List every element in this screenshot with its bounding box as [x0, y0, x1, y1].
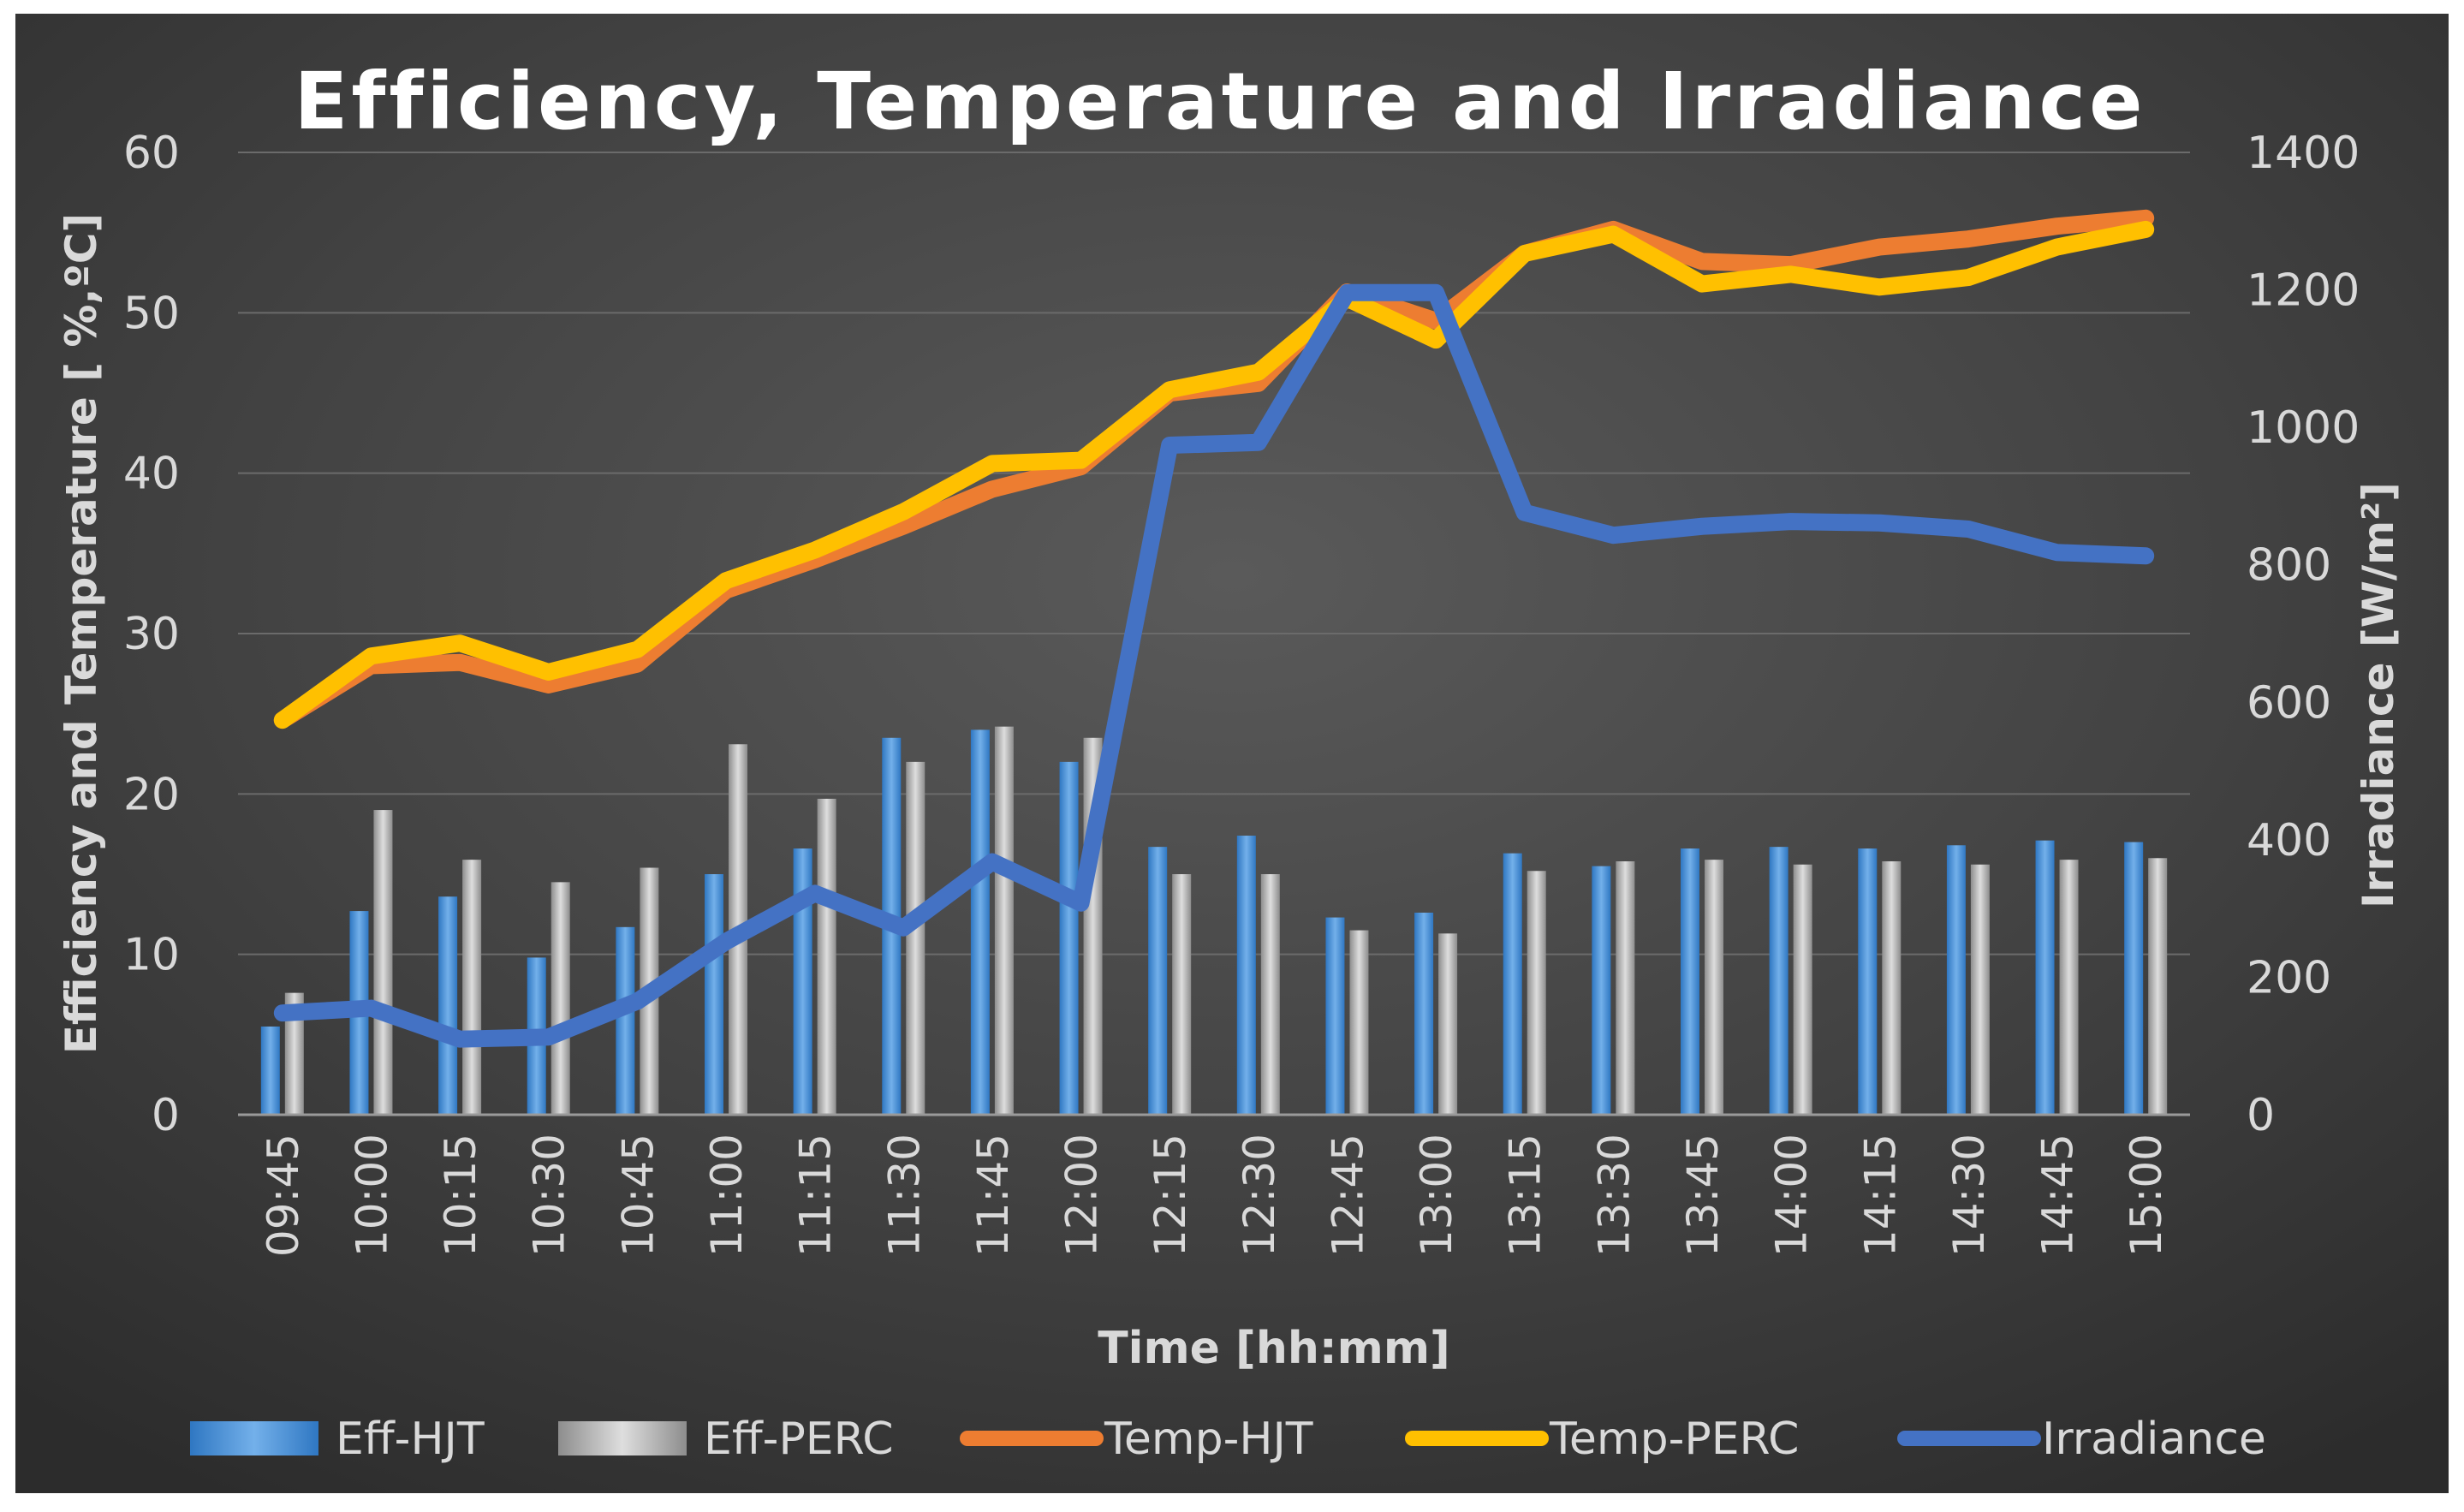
legend-temp-hjt-label: Temp-HJT	[1104, 1414, 1313, 1465]
x-tick-label: 12:30	[1235, 1134, 1284, 1257]
x-tick-label: 13:00	[1412, 1134, 1461, 1257]
bar-eff-hjt	[970, 729, 990, 1115]
bar-eff-perc	[906, 761, 925, 1115]
line-layer	[273, 209, 2155, 1048]
bar-eff-hjt	[1236, 836, 1256, 1115]
bar-eff-perc	[1616, 861, 1635, 1115]
bar-eff-perc	[284, 992, 304, 1115]
legend: Eff-HJT Eff-PERC Temp-HJT Temp-PERC Irradian…	[190, 1414, 2266, 1465]
y-tick-label: 50	[123, 288, 180, 339]
y-axis-title: Efficiency and Temperature [ %,ºC]	[57, 213, 106, 1055]
bar-eff-hjt	[1059, 761, 1079, 1115]
bar-eff-perc	[551, 882, 570, 1115]
bar-eff-hjt	[1592, 866, 1611, 1115]
bar-eff-perc	[1793, 864, 1812, 1115]
y2-tick-label: 1400	[2247, 128, 2360, 179]
x-tick-label: 11:00	[702, 1134, 752, 1257]
bar-eff-hjt	[1858, 848, 1878, 1115]
y2-tick-label: 800	[2247, 540, 2331, 592]
bar-eff-hjt	[616, 926, 635, 1115]
bar-eff-hjt	[1325, 917, 1345, 1115]
legend-temp-perc-label: Temp-PERC	[1549, 1414, 1799, 1465]
bar-eff-hjt	[438, 896, 458, 1115]
x-tick-label: 14:00	[1767, 1134, 1817, 1257]
bar-eff-perc	[1970, 864, 1990, 1115]
y-tick-label: 20	[123, 769, 180, 820]
axis-layer: 0102030405060020040060080010001200140009…	[123, 128, 2360, 1257]
bar-eff-hjt	[2124, 842, 2144, 1115]
y2-tick-label: 0	[2247, 1090, 2275, 1141]
y2-tick-label: 1200	[2247, 265, 2360, 317]
bar-eff-hjt	[1681, 848, 1699, 1115]
y2-tick-label: 400	[2247, 815, 2331, 866]
bar-eff-perc	[462, 860, 482, 1115]
legend-eff-hjt-swatch	[190, 1421, 318, 1455]
bar-eff-perc	[373, 810, 393, 1115]
x-axis-title: Time [hh:mm]	[1098, 1323, 1450, 1374]
legend-eff-hjt-label: Eff-HJT	[336, 1414, 485, 1465]
bar-eff-perc	[1260, 874, 1280, 1115]
series-line-temp-perc	[273, 220, 2155, 729]
x-tick-label: 15:00	[2122, 1134, 2171, 1257]
x-tick-label: 11:15	[791, 1134, 841, 1257]
bar-layer	[260, 726, 2168, 1115]
y2-tick-label: 200	[2247, 952, 2331, 1003]
y2-tick-label: 600	[2247, 677, 2331, 729]
bar-eff-hjt	[793, 848, 812, 1115]
bar-eff-hjt	[1148, 847, 1168, 1115]
y2-axis-title: Irradiance [W/m²]	[2354, 482, 2403, 908]
x-tick-label: 12:00	[1057, 1134, 1107, 1257]
x-tick-label: 14:30	[1944, 1134, 1994, 1257]
bar-eff-perc	[1172, 874, 1192, 1115]
bar-eff-hjt	[1769, 847, 1788, 1115]
x-tick-label: 09:45	[259, 1134, 308, 1257]
x-tick-label: 10:30	[525, 1134, 574, 1257]
x-tick-label: 12:15	[1146, 1134, 1195, 1257]
bar-eff-hjt	[1946, 845, 1966, 1115]
y-tick-label: 10	[123, 930, 180, 981]
y-tick-label: 0	[152, 1090, 180, 1141]
legend-irradiance-label: Irradiance	[2042, 1414, 2266, 1465]
x-tick-label: 13:30	[1589, 1134, 1639, 1257]
legend-eff-perc-swatch	[558, 1421, 687, 1455]
bar-eff-hjt	[1503, 853, 1522, 1115]
bar-eff-perc	[1882, 861, 1902, 1115]
bar-eff-hjt	[2035, 840, 2055, 1115]
x-tick-label: 11:45	[968, 1134, 1018, 1257]
bar-eff-hjt	[1414, 912, 1434, 1115]
bar-eff-hjt	[260, 1026, 280, 1115]
bar-eff-perc	[1349, 930, 1369, 1115]
bar-eff-perc	[2148, 858, 2168, 1115]
x-tick-label: 13:45	[1678, 1134, 1728, 1257]
y2-tick-label: 1000	[2247, 402, 2360, 454]
y-tick-label: 40	[123, 449, 180, 500]
bar-eff-perc	[2059, 860, 2079, 1115]
x-tick-label: 14:15	[1855, 1134, 1905, 1257]
x-tick-label: 10:00	[347, 1134, 396, 1257]
bar-eff-hjt	[705, 874, 723, 1115]
legend-eff-perc-label: Eff-PERC	[704, 1414, 894, 1465]
bar-eff-perc	[1438, 933, 1458, 1115]
x-tick-label: 10:45	[613, 1134, 663, 1257]
x-tick-label: 13:15	[1501, 1134, 1550, 1257]
bar-eff-perc	[817, 798, 836, 1115]
bar-eff-perc	[994, 726, 1014, 1115]
x-tick-label: 12:45	[1323, 1134, 1372, 1257]
x-tick-label: 10:15	[436, 1134, 485, 1257]
y-tick-label: 60	[123, 128, 180, 179]
x-tick-label: 14:45	[2033, 1134, 2083, 1257]
series-line-irradiance	[273, 283, 2155, 1048]
x-tick-label: 11:30	[879, 1134, 929, 1257]
y-tick-label: 30	[123, 609, 180, 660]
chart-title: Efficiency, Temperature and Irradiance	[295, 56, 2146, 147]
bar-eff-perc	[1527, 871, 1546, 1115]
bar-eff-perc	[1705, 860, 1723, 1115]
